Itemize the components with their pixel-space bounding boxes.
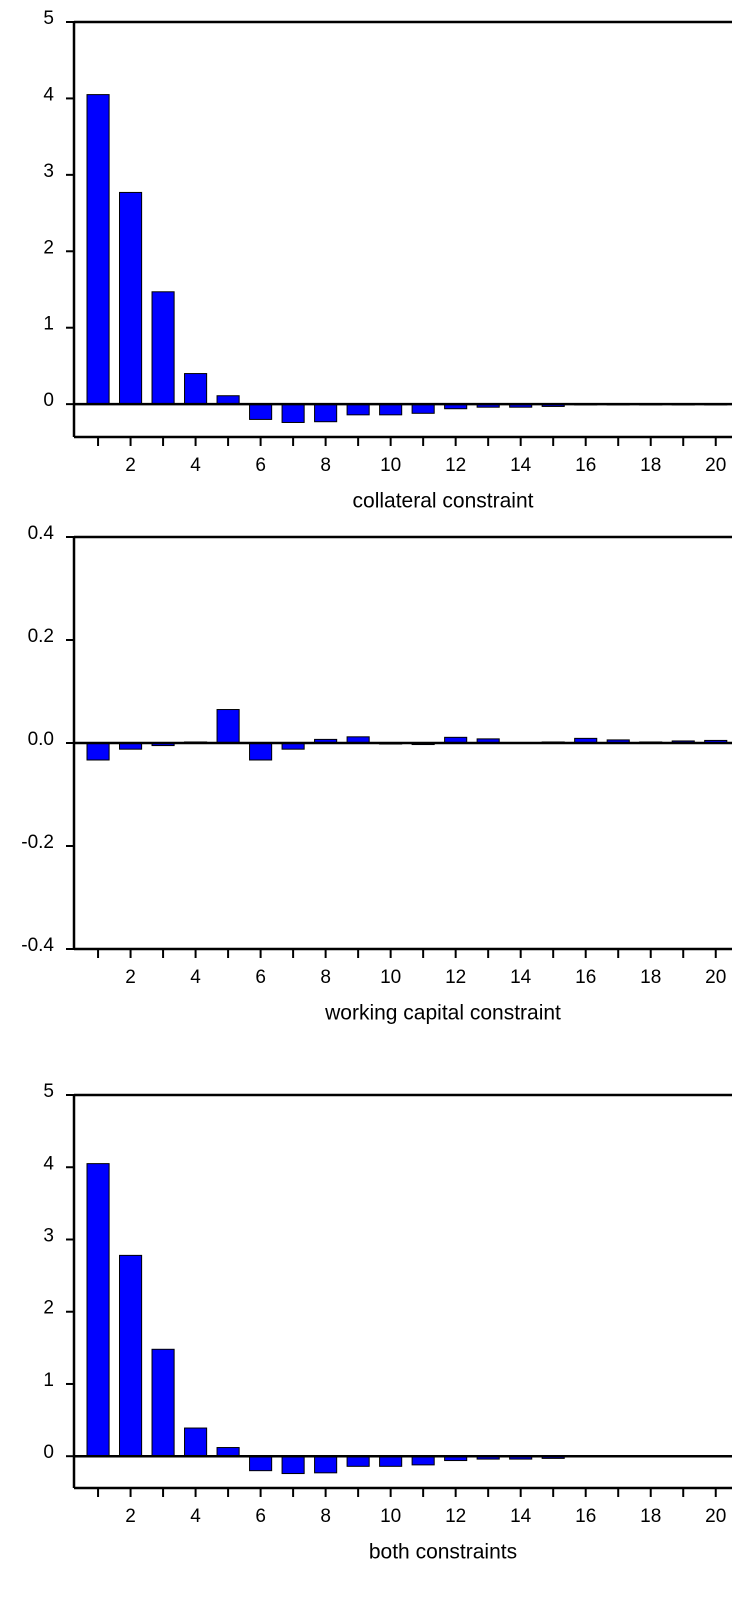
y-tick-label: 1: [43, 1370, 54, 1391]
y-tick-label: 0.2: [28, 626, 54, 647]
y-tick-label: 4: [43, 1153, 54, 1174]
y-tick-label: 0: [43, 390, 54, 411]
x-tick-label: 2: [125, 967, 136, 988]
x-tick-label: 16: [575, 967, 596, 988]
x-tick-label: 6: [255, 967, 266, 988]
x-tick-label: 20: [705, 1506, 726, 1527]
x-tick-label: 10: [380, 967, 401, 988]
x-tick-label: 16: [575, 1506, 596, 1527]
x-tick-label: 12: [445, 1506, 466, 1527]
y-tick-label: 5: [43, 1081, 54, 1102]
x-tick-label: 14: [510, 455, 532, 476]
x-tick-label: 8: [320, 1506, 331, 1527]
x-tick-label: 10: [380, 455, 401, 476]
bar: [119, 191, 143, 405]
x-tick-label: 4: [190, 967, 201, 988]
x-tick-label: 4: [190, 455, 201, 476]
y-tick-label: -0.4: [21, 935, 54, 956]
x-tick-label: 4: [190, 1506, 201, 1527]
x-tick-label: 2: [125, 455, 136, 476]
y-tick-label: 0.4: [28, 523, 55, 544]
x-tick-label: 20: [705, 967, 726, 988]
x-tick-label: 18: [640, 967, 661, 988]
bar: [86, 742, 110, 761]
bar: [379, 403, 403, 416]
x-tick-label: 12: [445, 455, 466, 476]
y-tick-label: 0: [43, 1442, 54, 1463]
bar: [346, 403, 370, 416]
x-tick-label: 18: [640, 455, 661, 476]
y-tick-label: 5: [43, 8, 54, 29]
y-tick-label: -0.2: [21, 832, 54, 853]
bar: [86, 94, 110, 405]
x-tick-label: 8: [320, 455, 331, 476]
bar: [249, 403, 273, 420]
y-tick-label: 4: [43, 84, 54, 105]
bar: [249, 1455, 273, 1472]
bar: [249, 742, 273, 761]
bar: [281, 403, 305, 423]
bar: [411, 1455, 435, 1466]
x-axis-title: collateral constraint: [353, 490, 534, 513]
x-tick-label: 2: [125, 1506, 136, 1527]
bar: [151, 291, 175, 405]
bar: [379, 1455, 403, 1467]
bar: [281, 1455, 305, 1475]
bar: [216, 395, 240, 405]
x-tick-label: 20: [705, 455, 726, 476]
x-axis-title: working capital constraint: [324, 1002, 561, 1025]
x-tick-label: 10: [380, 1506, 401, 1527]
y-tick-label: 2: [43, 237, 54, 258]
bar: [314, 1455, 338, 1474]
bar: [119, 1254, 143, 1457]
y-tick-label: 3: [43, 1226, 54, 1247]
x-axis-title: both constraints: [369, 1541, 517, 1564]
bar: [151, 1348, 175, 1457]
x-tick-label: 14: [510, 967, 532, 988]
x-tick-label: 6: [255, 1506, 266, 1527]
x-tick-label: 14: [510, 1506, 532, 1527]
x-tick-label: 6: [255, 455, 266, 476]
y-tick-label: 1: [43, 314, 54, 335]
x-tick-label: 12: [445, 967, 466, 988]
x-tick-label: 18: [640, 1506, 661, 1527]
x-tick-label: 8: [320, 967, 331, 988]
bar: [86, 1163, 110, 1457]
bar: [314, 403, 338, 423]
y-tick-label: 3: [43, 161, 54, 182]
bar: [216, 709, 240, 744]
bar: [184, 1427, 208, 1457]
bar: [411, 403, 435, 414]
y-tick-label: 0.0: [28, 729, 54, 750]
bar: [216, 1447, 240, 1457]
y-tick-label: 2: [43, 1298, 54, 1319]
x-tick-label: 16: [575, 455, 596, 476]
bar: [346, 1455, 370, 1467]
bar: [184, 373, 208, 405]
